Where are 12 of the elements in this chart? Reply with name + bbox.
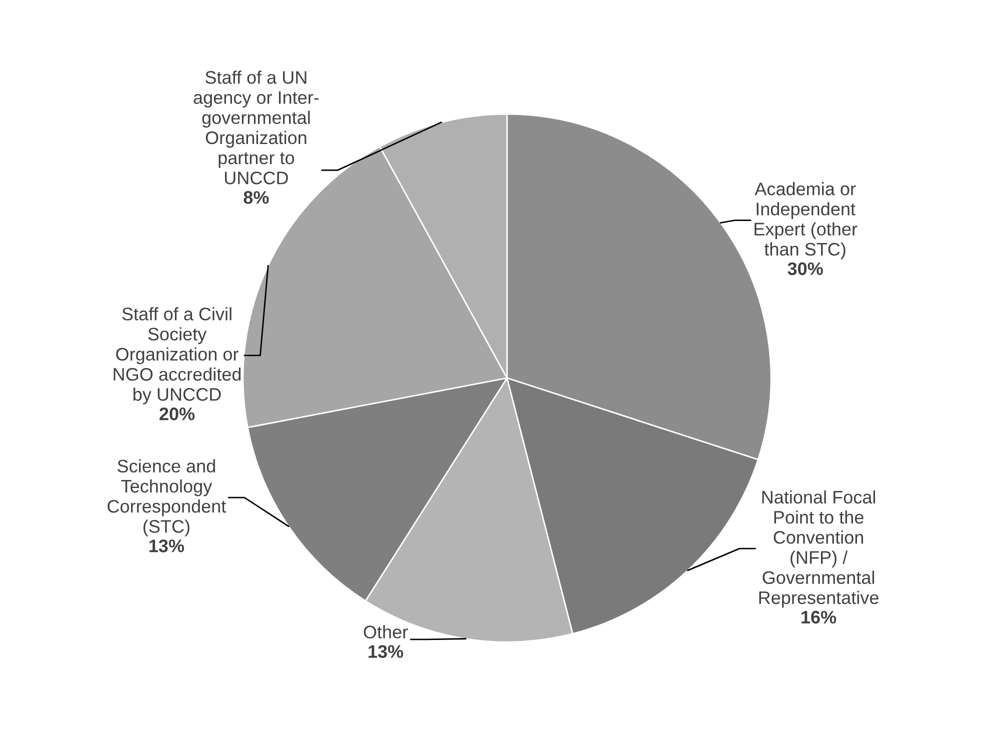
data-label: 13% — [150, 540, 184, 552]
slice-label: Staff of a UN agency or Inter- governmental Organization partner to UNCCD — [194, 70, 319, 184]
slice-label: Staff of a Civil Society Organization or NGO accredited by UNCCD — [114, 307, 241, 404]
data-label: 13% — [368, 645, 404, 658]
data-label: 20% — [160, 408, 195, 420]
data-label: 30% — [788, 262, 823, 276]
slice-label: Other — [364, 625, 408, 638]
slice-label: Science and Technology Correspondent (STC) — [108, 459, 226, 536]
data-label: 16% — [802, 610, 836, 624]
data-label: 8% — [244, 191, 269, 204]
slice-label: National Focal Point to the Convention (NFP) / Governmental Representative — [759, 490, 878, 608]
slice-label: Academia or Independent Expert (other than STC) — [754, 182, 858, 260]
